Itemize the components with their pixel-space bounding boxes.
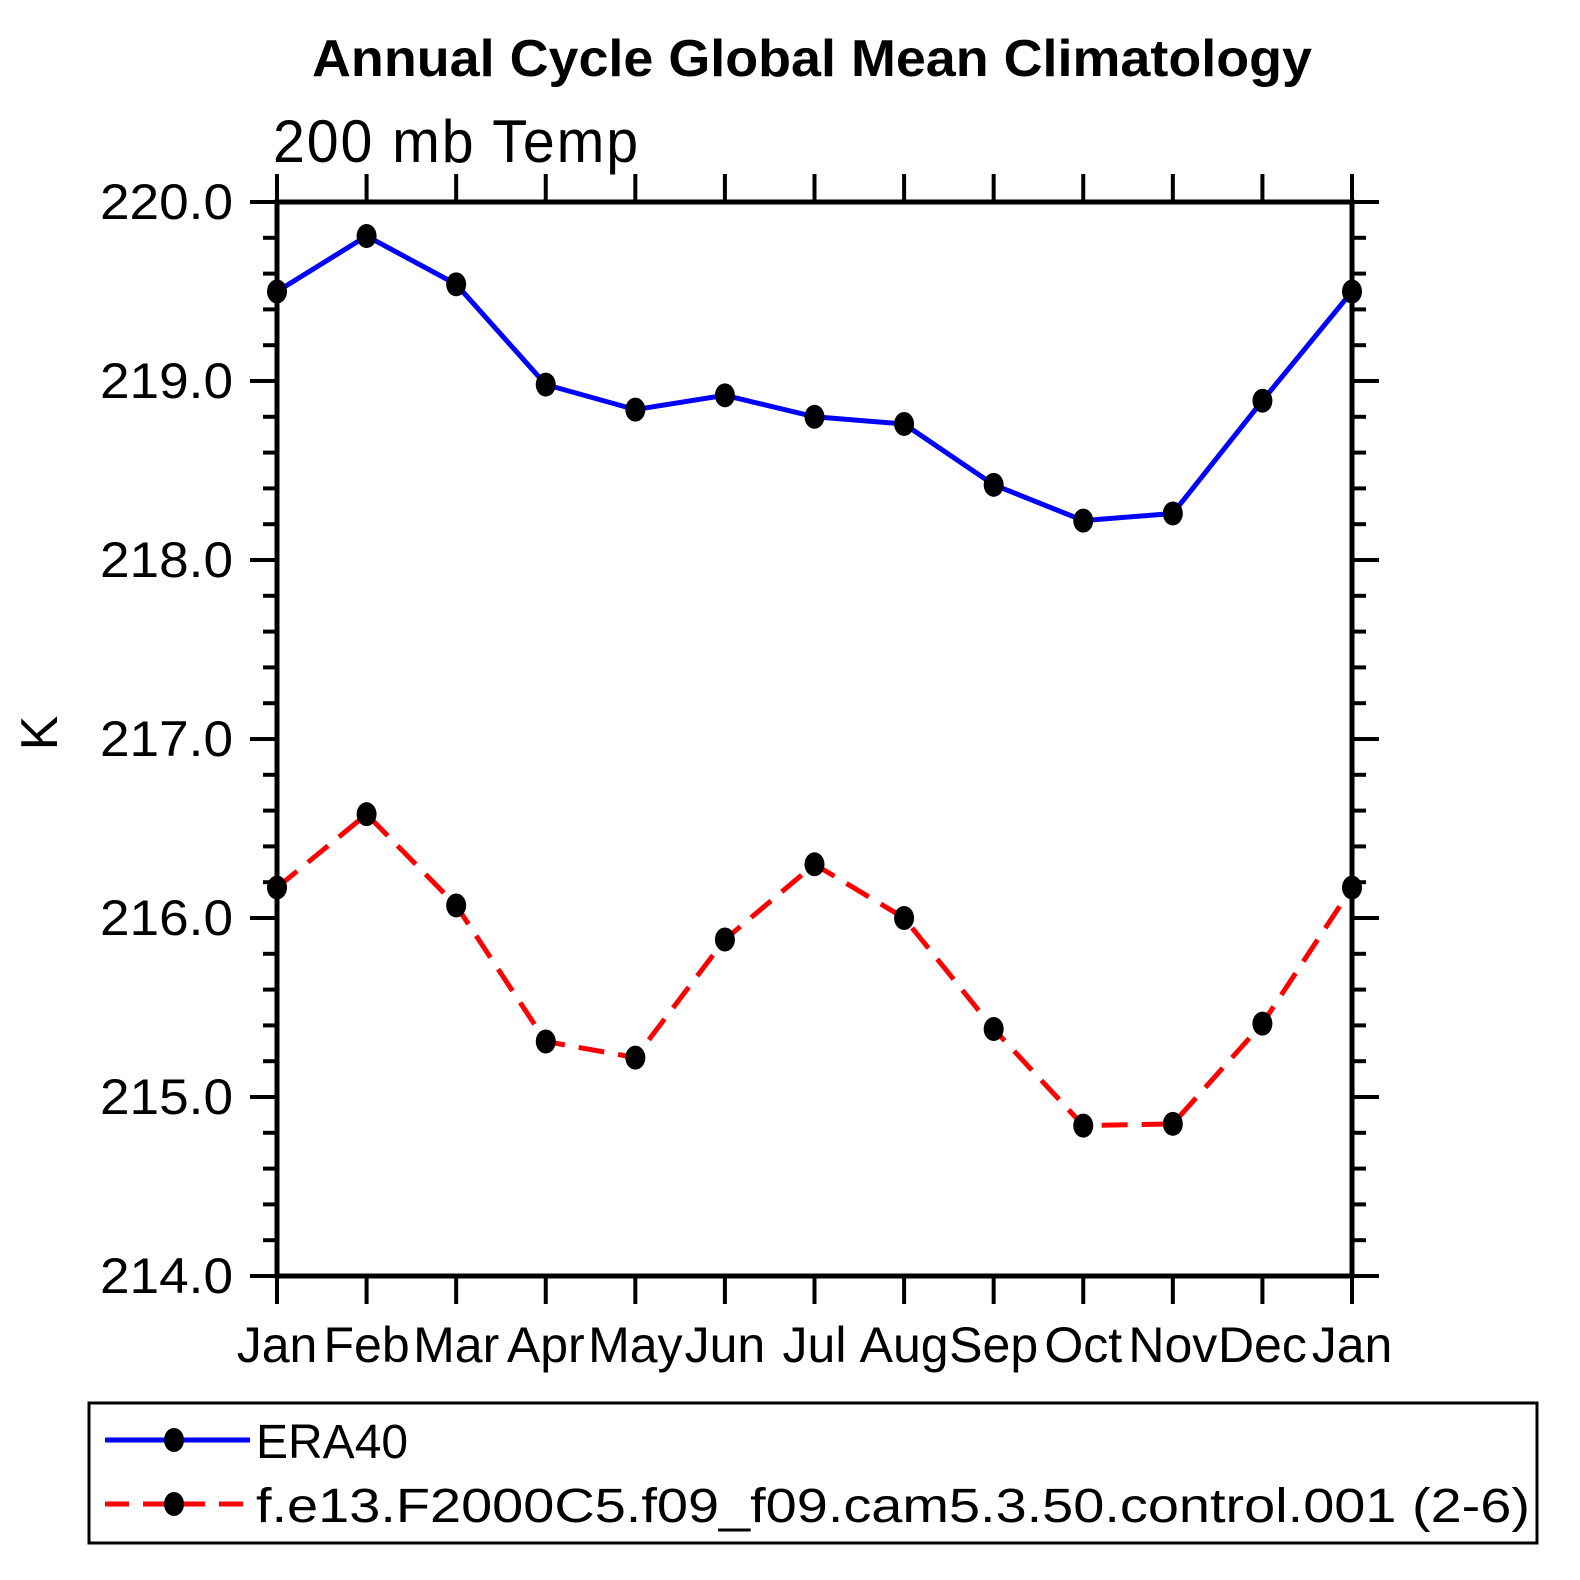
x-tick-label: Mar	[413, 1317, 499, 1373]
axis-ticks	[250, 174, 1379, 1304]
data-point-marker	[714, 927, 735, 952]
legend-marker-dot	[164, 1492, 184, 1516]
data-point-marker	[804, 404, 825, 429]
data-point-marker	[804, 852, 825, 877]
x-tick-label: Jul	[783, 1317, 847, 1373]
data-point-marker	[714, 383, 735, 408]
data-point-marker	[1162, 501, 1183, 526]
data-point-marker	[1252, 388, 1273, 413]
legend-marker-dot	[164, 1428, 184, 1452]
x-tick-label: Dec	[1218, 1317, 1307, 1373]
x-tick-label: Apr	[507, 1317, 585, 1373]
x-tick-label: Sep	[949, 1317, 1038, 1373]
data-point-marker	[356, 802, 377, 827]
data-point-marker	[1073, 508, 1094, 533]
data-point-marker	[535, 372, 556, 397]
data-point-marker	[267, 279, 287, 304]
data-point-marker	[1252, 1011, 1273, 1036]
y-axis-label: K	[11, 715, 69, 750]
legend-label-era40: ERA40	[256, 1416, 408, 1469]
x-tick-labels: Jan Feb Mar Apr May Jun Jul Aug Sep Oct Nov Dec Jan	[237, 1317, 1393, 1373]
y-tick-label: 215.0	[100, 1069, 233, 1125]
data-point-marker	[1073, 1113, 1094, 1138]
data-point-marker	[446, 272, 467, 297]
plot-border	[274, 199, 1355, 1279]
data-point-marker	[1342, 875, 1362, 900]
data-point-marker	[1342, 279, 1362, 304]
data-point-marker	[625, 1045, 646, 1070]
data-point-marker	[894, 411, 915, 436]
x-tick-label: Oct	[1044, 1317, 1122, 1373]
y-tick-label: 214.0	[100, 1248, 233, 1304]
data-point-marker	[983, 472, 1004, 497]
legend: ERA40 f.e13.F2000C5.f09_f09.cam5.3.50.co…	[87, 1401, 1539, 1545]
y-tick-label: 219.0	[100, 353, 233, 409]
x-tick-label: Nov	[1128, 1317, 1217, 1373]
legend-label-model: f.e13.F2000C5.f09_f09.cam5.3.50.control.…	[256, 1480, 1530, 1533]
x-tick-label: Aug	[860, 1317, 949, 1373]
y-tick-label: 217.0	[100, 711, 233, 767]
chart-subtitle: 200 mb Temp	[273, 108, 640, 175]
x-tick-label: Jan	[1312, 1317, 1393, 1373]
data-point-marker	[625, 397, 646, 422]
y-tick-label: 218.0	[100, 532, 233, 588]
data-point-marker	[535, 1029, 556, 1054]
y-tick-label: 220.0	[100, 174, 233, 230]
x-tick-label: Jan	[237, 1317, 318, 1373]
plot-frame	[274, 199, 1355, 1279]
legend-box	[87, 1401, 1539, 1545]
series-line-0	[275, 233, 1354, 524]
data-point-marker	[983, 1016, 1004, 1041]
x-tick-label: Feb	[323, 1317, 409, 1373]
x-tick-label: Jun	[685, 1317, 766, 1373]
data-series	[267, 224, 1362, 1138]
x-tick-label: May	[588, 1317, 682, 1373]
data-point-marker	[894, 906, 915, 930]
data-point-marker	[356, 224, 377, 249]
chart-title: Annual Cycle Global Mean Climatology	[312, 30, 1312, 88]
data-point-marker	[1162, 1111, 1183, 1136]
y-tick-labels: 220.0 219.0 218.0 217.0 216.0 215.0 214.0	[100, 174, 233, 1304]
y-tick-label: 216.0	[100, 890, 233, 946]
data-point-marker	[267, 875, 287, 900]
data-point-marker	[446, 893, 467, 918]
